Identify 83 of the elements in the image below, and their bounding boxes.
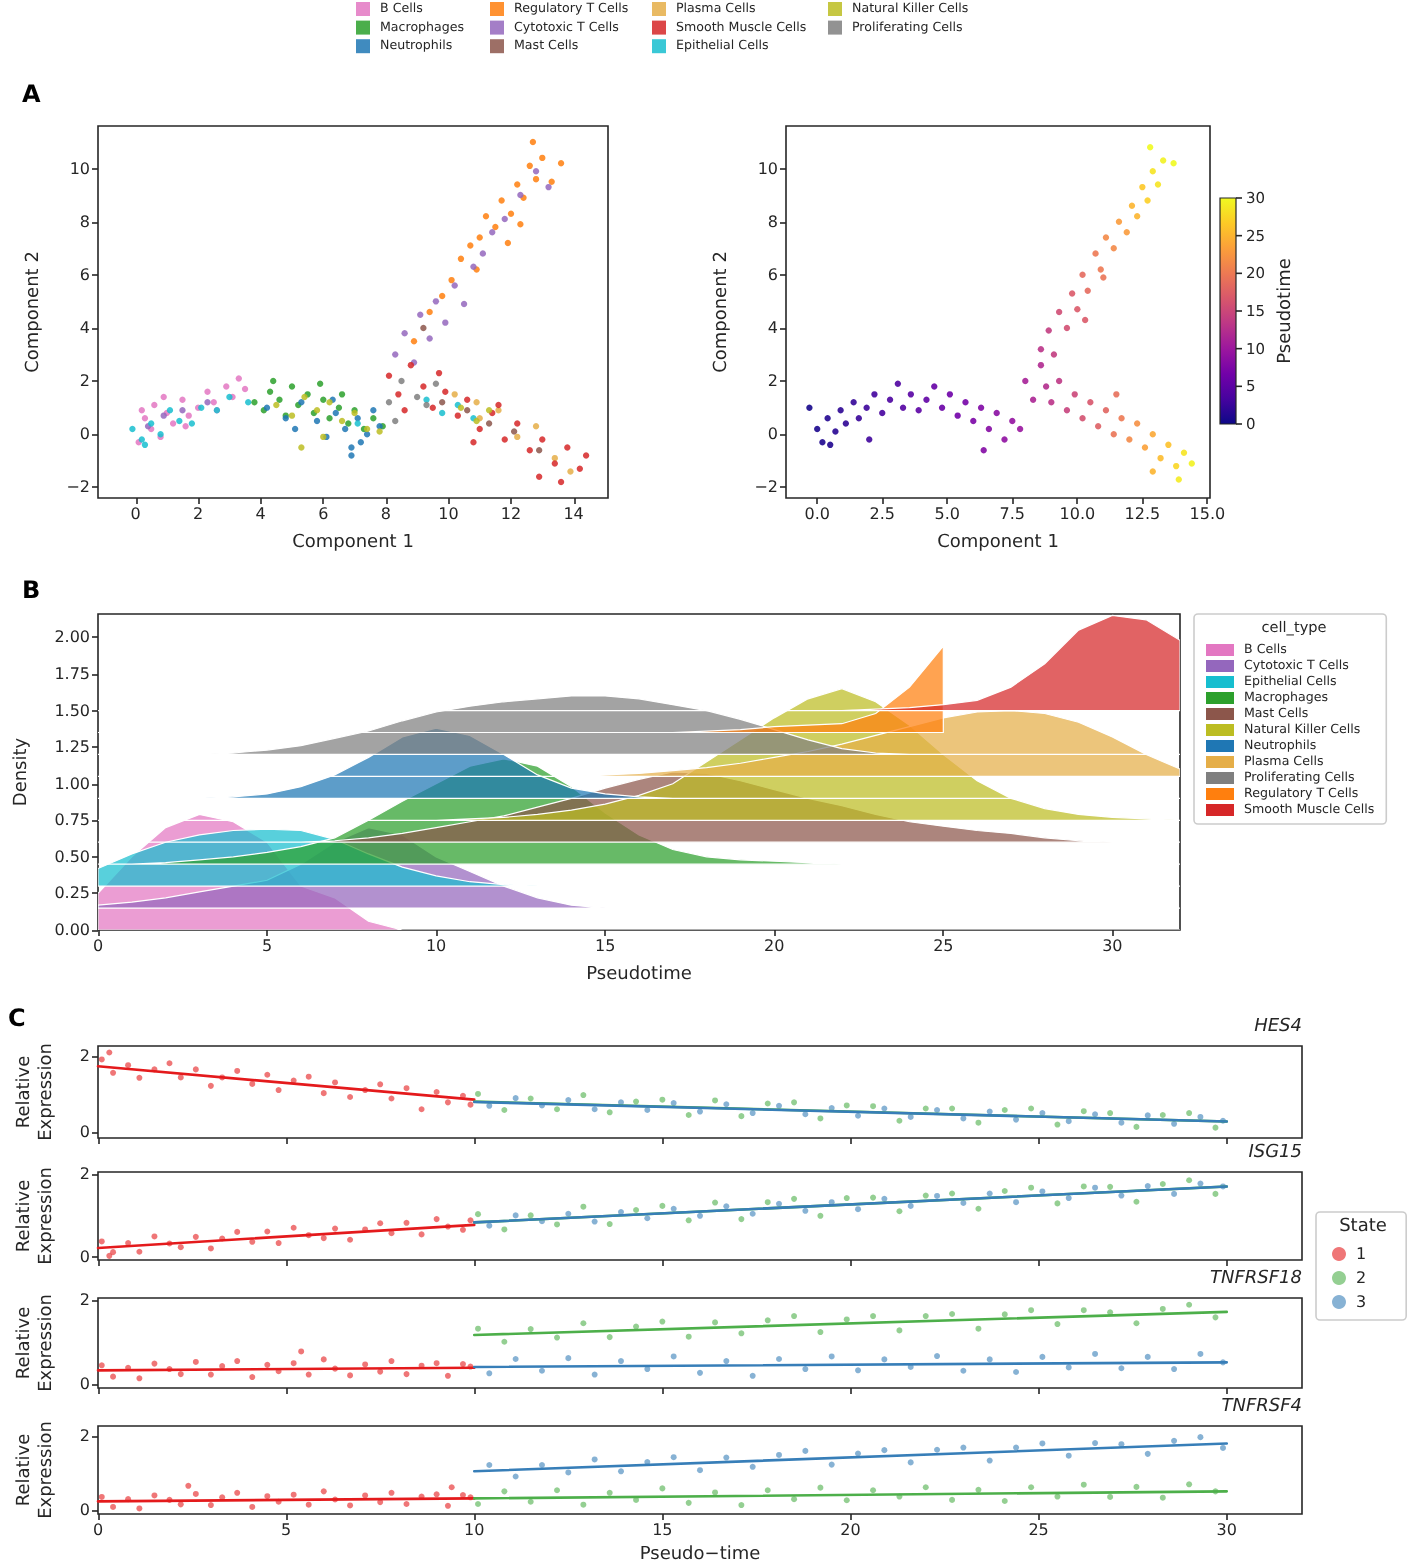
y-tick-label: 0 [79,1123,90,1142]
x-tick-label: 5 [261,937,273,955]
y-tick-label: 4 [79,318,90,337]
x-tick-label: 7.5 [999,505,1026,523]
legend-label: 2 [1356,1269,1367,1287]
x-tick-label: 10 [464,1521,485,1539]
y-tick-label: 8 [767,212,778,231]
x-tick-label: 6 [318,505,329,523]
chart-title: HES4 [1254,1017,1303,1037]
x-axis-title: Pseudotime [586,964,693,985]
y-tick-label: −2 [754,478,778,497]
x-tick-label: 0.0 [804,505,830,523]
x-tick-label: 0 [92,1521,104,1539]
y-tick-label: 8 [79,212,90,231]
y-tick-label: 0 [79,1501,90,1520]
x-tick-label: 4 [255,505,266,523]
x-axis-title: Component 1 [937,533,1059,553]
y-tick-label: 0.75 [54,811,90,830]
y-tick-label: 1.75 [54,664,90,683]
x-axis-title: Pseudo−time [639,1545,762,1565]
x-tick-label: 10 [425,937,447,955]
y-tick-label: 10 [69,159,90,178]
y-tick-label: 6 [767,265,778,284]
color-bar-title: Pseudotime [1276,257,1296,364]
x-tick-label: 20 [840,1521,861,1539]
x-tick-label: 15.0 [1189,505,1226,523]
text: A [22,80,42,108]
text: B [22,576,41,604]
x-tick-label: 2.5 [869,505,895,523]
x-tick-label: 10.0 [1059,505,1096,523]
y-axis-title: Component 2 [711,251,732,373]
x-tick-label: 8 [380,505,391,523]
x-tick-label: 20 [764,937,785,955]
y-axis-title: Relative Expression [15,1167,58,1265]
x-tick-label: 25 [933,937,954,955]
x-tick-label: 0 [92,937,104,955]
y-tick-label: 1.50 [54,701,90,720]
y-tick-label: 0.50 [54,847,90,866]
y-tick-label: 2 [79,1291,90,1310]
y-tick-label: 0.25 [54,884,90,903]
y-tick-label: 0.00 [54,921,90,939]
y-tick-label: 0 [79,1248,90,1267]
y-axis-title: Component 2 [23,251,44,373]
x-tick-label: 12.5 [1124,505,1161,523]
x-tick-label: 25 [1028,1521,1049,1539]
y-tick-label: 0 [79,425,90,444]
legend-label: 1 [1356,1245,1367,1263]
text: C [8,1004,26,1032]
x-tick-label: 5 [281,1521,292,1539]
x-tick-label: 2 [193,505,204,523]
x-tick-label: 30 [1216,1521,1237,1539]
x-tick-label: 0 [130,505,141,523]
y-axis-title: Relative Expression [15,1043,58,1141]
x-tick-label: 15 [595,937,616,955]
y-axis-title: Density [11,736,32,807]
y-tick-label: 2 [79,1046,90,1065]
y-tick-label: 1.00 [54,774,90,793]
legend-label: 3 [1356,1293,1367,1311]
chart-title: TNFRSF4 [1221,1397,1303,1417]
y-tick-label: 6 [79,265,90,284]
y-axis-title: Relative Expression [15,1421,58,1519]
y-tick-label: −2 [66,478,90,497]
x-tick-label: 15 [652,1521,673,1539]
x-tick-label: 5.0 [934,505,961,523]
chart-title: TNFRSF18 [1210,1269,1303,1289]
y-tick-label: 0 [767,425,778,444]
y-tick-label: 10 [757,159,778,178]
legend-title: State [1339,1217,1388,1237]
y-tick-label: 2 [767,372,778,391]
y-tick-label: 4 [767,318,778,337]
y-tick-label: 2 [79,372,90,391]
y-tick-label: 2.00 [54,628,90,647]
x-tick-label: 30 [1102,937,1123,955]
chart-title: ISG15 [1248,1143,1303,1163]
y-tick-label: 0 [79,1375,90,1394]
x-tick-label: 12 [500,505,522,523]
y-tick-label: 2 [79,1427,90,1446]
x-tick-label: 10 [438,505,459,523]
x-tick-label: 14 [563,505,584,523]
x-axis-title: Component 1 [292,533,414,553]
y-tick-label: 2 [79,1165,90,1184]
y-tick-label: 1.25 [54,738,90,757]
y-axis-title: Relative Expression [15,1294,58,1392]
